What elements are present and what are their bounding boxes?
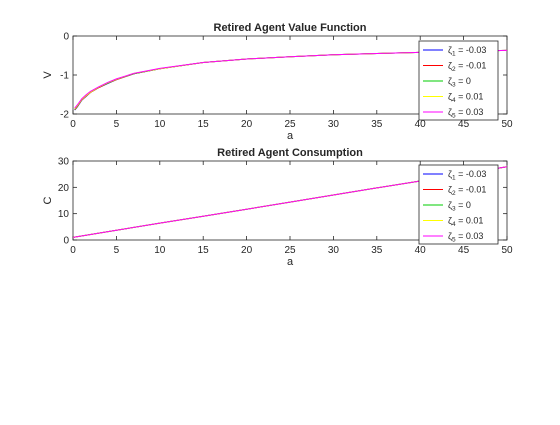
y-tick-label: -2 — [60, 110, 69, 121]
x-tick-label: 25 — [284, 119, 296, 130]
legend-label-1: ζ1 = -0.03 — [448, 45, 486, 58]
legend-label-2: ζ2 = -0.01 — [448, 185, 486, 198]
legend-label-1: ζ1 = -0.03 — [448, 169, 486, 182]
x-tick-label: 20 — [241, 245, 253, 256]
y-tick-label: 0 — [63, 32, 69, 43]
chart-title: Retired Agent Consumption — [217, 147, 363, 159]
legend-label-3: ζ3 = 0 — [448, 200, 471, 213]
x-tick-label: 40 — [415, 119, 427, 130]
x-tick-label: 10 — [154, 119, 166, 130]
legend-label-4: ζ4 = 0.01 — [448, 92, 483, 105]
x-tick-label: 5 — [114, 119, 120, 130]
x-tick-label: 35 — [371, 245, 383, 256]
y-tick-label: 0 — [63, 236, 69, 247]
y-tick-label: 20 — [58, 183, 70, 194]
x-tick-label: 45 — [458, 119, 470, 130]
legend-label-4: ζ4 = 0.01 — [448, 216, 483, 229]
x-tick-label: 35 — [371, 119, 383, 130]
legend-label-3: ζ3 = 0 — [448, 76, 471, 89]
x-tick-label: 0 — [70, 119, 76, 130]
x-tick-label: 25 — [284, 245, 296, 256]
y-tick-label: 10 — [58, 209, 70, 220]
legend: ζ1 = -0.03 ζ2 = -0.01 ζ3 = 0 ζ4 = 0.01 ζ5 = … — [418, 164, 499, 245]
x-tick-label: 5 — [114, 245, 120, 256]
y-tick-label: 30 — [58, 157, 70, 168]
x-tick-label: 15 — [198, 245, 210, 256]
x-tick-label: 10 — [154, 245, 166, 256]
x-tick-label: 20 — [241, 119, 253, 130]
chart-title: Retired Agent Value Function — [214, 22, 367, 34]
chart-panel-1: 0 5 10 15 20 25 30 35 40 45 50 -2 -1 0 Retired Agent V… — [42, 22, 513, 142]
series-line-5 — [74, 49, 507, 109]
legend-label-5: ζ5 = 0.03 — [448, 107, 483, 120]
y-tick-label: -1 — [60, 71, 69, 82]
x-tick-label: 50 — [501, 245, 513, 256]
chart-panel-2: 0 5 10 15 20 25 30 35 40 45 50 0 10 20 30 Retired Agent… — [42, 147, 513, 268]
legend: ζ1 = -0.03 ζ2 = -0.01 ζ3 = 0 ζ4 = 0.01 ζ5 = … — [418, 40, 499, 121]
x-axis-label: a — [287, 256, 294, 268]
x-tick-label: 50 — [501, 119, 513, 130]
series-lines — [74, 49, 507, 111]
y-axis-label: V — [42, 71, 54, 79]
x-tick-label: 40 — [415, 245, 427, 256]
x-tick-label: 15 — [198, 119, 210, 130]
x-tick-label: 45 — [458, 245, 470, 256]
legend-label-2: ζ2 = -0.01 — [448, 61, 486, 74]
x-tick-label: 30 — [328, 245, 340, 256]
y-axis-label: C — [42, 196, 54, 204]
x-tick-label: 0 — [70, 245, 76, 256]
x-axis-label: a — [287, 130, 294, 142]
legend-label-5: ζ5 = 0.03 — [448, 231, 483, 244]
x-tick-label: 30 — [328, 119, 340, 130]
